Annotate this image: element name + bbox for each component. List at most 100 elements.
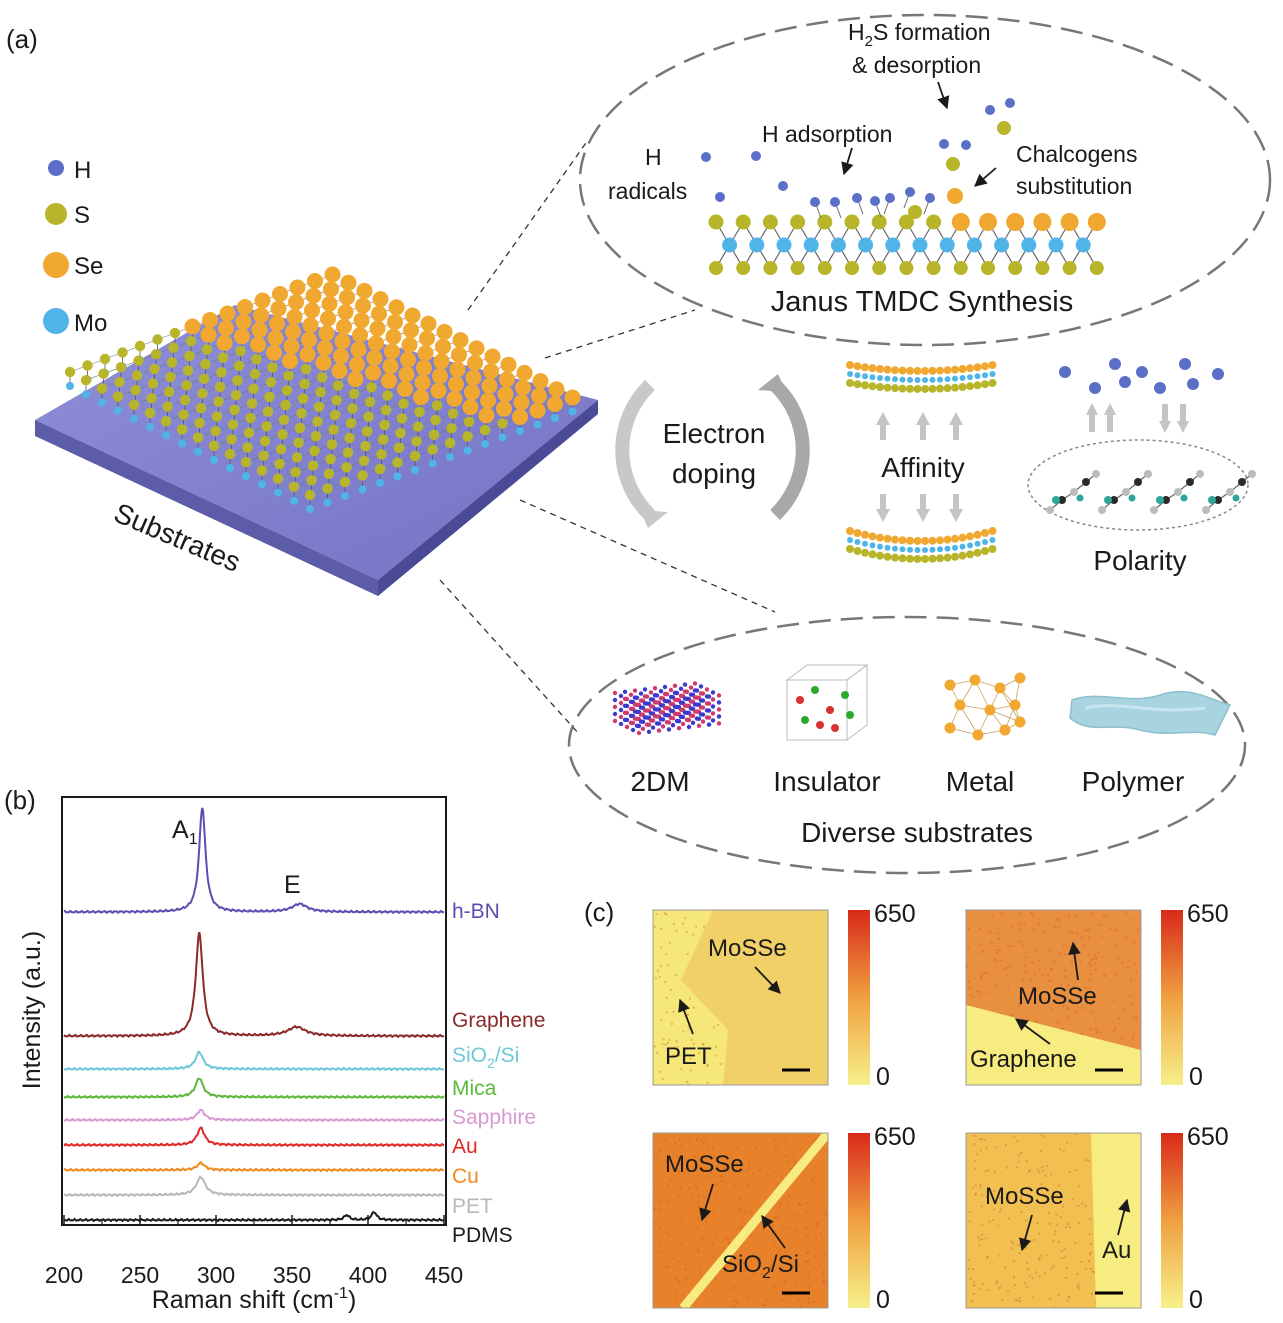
raman-series-2 [63, 931, 445, 1039]
map-noise [656, 969, 659, 972]
polymer-atom [1196, 470, 1204, 478]
map-label-au: Au [1102, 1237, 1131, 1264]
map-noise [1055, 918, 1058, 921]
map-noise [1085, 1267, 1088, 1270]
legend-h-dot [48, 160, 64, 176]
se-atom [414, 374, 431, 391]
2dm-atom [692, 688, 698, 693]
map-noise [1055, 1213, 1058, 1216]
se-atom [272, 286, 288, 302]
map-noise [766, 1173, 769, 1176]
se-atom [254, 292, 271, 309]
map-noise [694, 1184, 697, 1187]
map-arrow [678, 998, 694, 1035]
2dm-atom [628, 699, 634, 704]
substrates-ellipse [567, 615, 1247, 875]
affinity-layers [846, 361, 997, 563]
chalcogens-label-2: substitution [1016, 173, 1132, 199]
map-noise [1064, 953, 1067, 956]
map-noise [694, 1244, 697, 1247]
map-noise [706, 1081, 709, 1084]
map-content [653, 910, 828, 1085]
mo-atom [130, 414, 138, 423]
polymer-atom [1174, 488, 1182, 496]
map-noise [1018, 1154, 1021, 1157]
se-atom [267, 330, 284, 347]
se-atom [943, 366, 952, 375]
mo-atom [516, 427, 524, 435]
map-noise [712, 1175, 715, 1178]
map-noise [1015, 1199, 1018, 1202]
map-noise [1135, 970, 1138, 973]
map-noise [684, 1259, 687, 1262]
map-noise [706, 1065, 709, 1068]
s-atom [144, 407, 156, 419]
raman-series-label: Mica [452, 1077, 497, 1100]
polymer-atom [1180, 494, 1188, 502]
se-atom [350, 341, 367, 358]
map-noise [981, 1283, 984, 1286]
map-noise [686, 1278, 689, 1281]
s-atom [198, 373, 210, 384]
map-noise [1033, 973, 1036, 976]
map-noise [980, 994, 983, 997]
2dm-atom [716, 700, 722, 705]
map-noise [685, 930, 688, 933]
s-atom [361, 426, 373, 437]
map-label-mossse: MoSSe [708, 935, 787, 962]
map-noise [1094, 1300, 1097, 1303]
2dm-atom [682, 689, 688, 694]
2dm-atom [670, 723, 676, 728]
map-noise [1081, 1032, 1084, 1035]
mo-atom [1075, 237, 1091, 253]
affinity-arrows [876, 412, 963, 522]
map-noise [986, 1256, 989, 1259]
map-noise [782, 1267, 785, 1270]
2dm-atom [710, 704, 716, 709]
metal-atom [944, 722, 956, 734]
s-atom [868, 382, 877, 391]
map-noise [808, 1134, 811, 1137]
map-noise [701, 1237, 704, 1240]
map-noise [1074, 914, 1077, 917]
map-noise [1133, 1033, 1136, 1036]
map-noise [1089, 1003, 1092, 1006]
affinity-label: Affinity [881, 452, 965, 483]
s-atom [227, 419, 239, 430]
mo-atom [393, 472, 402, 481]
map-noise [1071, 1198, 1074, 1201]
mossse-region [681, 910, 828, 1085]
map-noise [690, 1038, 693, 1041]
map-noise [699, 1271, 702, 1274]
map-noise [1129, 994, 1132, 997]
map-noise [1018, 913, 1021, 916]
map-noise [1042, 1135, 1045, 1138]
map-noise [1033, 1238, 1036, 1241]
map-noise [666, 1183, 669, 1186]
map-noise [720, 1180, 723, 1183]
2dm-atom [716, 693, 722, 698]
2dm-atom [642, 687, 648, 692]
map-noise [1077, 1204, 1080, 1207]
mo-atom [929, 376, 936, 383]
map-label-graphene: Graphene [970, 1046, 1077, 1073]
map-noise [1048, 1222, 1051, 1225]
se-atom [891, 535, 899, 544]
substrate-insulator: Insulator [773, 766, 880, 797]
s-atom [876, 382, 884, 391]
2dm-atom [710, 718, 716, 723]
s-atom [861, 548, 869, 557]
map-noise [794, 1230, 797, 1233]
2dm-atom [652, 686, 658, 691]
2dm-atom [668, 701, 674, 707]
map-noise [1063, 1248, 1066, 1251]
map-noise [981, 1194, 984, 1197]
s-atom [943, 553, 952, 562]
polymer-atom [1052, 496, 1060, 504]
map-noise [1103, 975, 1106, 978]
mo-atom [877, 543, 883, 550]
2dm-atom [650, 725, 656, 730]
s-atom [178, 409, 189, 420]
s-atom [323, 468, 335, 479]
map-noise [664, 912, 667, 915]
